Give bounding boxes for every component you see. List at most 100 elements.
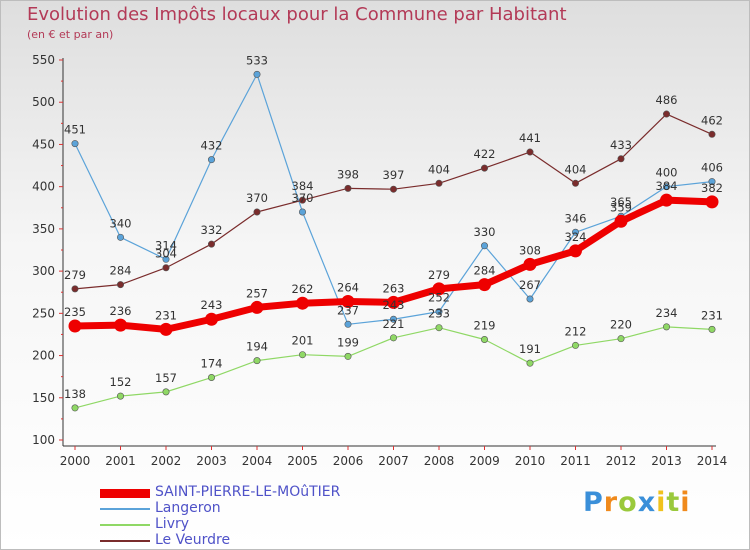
data-point-langeron [389,315,397,323]
data-point-saint-pierre-le-mo-tier [205,312,218,326]
data-point-langeron [162,255,170,263]
data-point-livry [253,357,261,365]
y-tick-label: 300 [32,264,55,278]
data-label-le-veurdre: 486 [656,93,678,107]
data-label-livry: 199 [337,335,359,349]
x-tick-label: 2004 [242,454,273,468]
chart-subtitle: (en € et par an) [27,28,114,41]
x-tick-label: 2005 [287,454,318,468]
data-label-saint-pierre-le-mo-tier: 384 [656,179,678,193]
logo-letter: x [637,487,657,518]
y-tick-label: 200 [32,349,55,363]
data-label-langeron: 267 [519,278,541,292]
data-label-le-veurdre: 397 [383,168,405,182]
data-label-saint-pierre-le-mo-tier: 262 [292,282,314,296]
data-point-langeron [208,156,216,164]
data-label-le-veurdre: 279 [64,268,86,282]
data-label-langeron: 400 [656,166,678,180]
chart-title: Evolution des Impôts locaux pour la Comm… [27,4,567,25]
data-point-langeron [71,140,79,148]
data-label-livry: 201 [292,334,314,348]
logo-letter: i [656,487,667,518]
data-label-langeron: 451 [64,123,86,137]
data-point-saint-pierre-le-mo-tier [523,257,537,271]
x-tick-label: 2011 [560,454,591,468]
data-label-langeron: 252 [428,291,450,305]
data-label-langeron: 330 [474,225,496,239]
data-label-le-veurdre: 462 [701,113,723,127]
data-label-livry: 219 [474,319,496,333]
logo-letter: o [618,487,638,518]
y-tick-label: 250 [32,306,55,320]
data-label-le-veurdre: 284 [110,264,132,278]
data-point-saint-pierre-le-mo-tier [68,319,82,333]
data-label-livry: 191 [519,342,541,356]
logo-letter: P [583,487,604,518]
data-label-le-veurdre: 370 [246,191,268,205]
legend-label: Le Veurdre [155,532,231,548]
y-tick-label: 400 [32,180,55,194]
data-label-livry: 157 [155,371,177,385]
legend-swatch [100,508,150,510]
data-label-saint-pierre-le-mo-tier: 231 [155,308,177,322]
data-point-livry [617,335,625,343]
data-point-le-veurdre [571,179,579,187]
data-point-le-veurdre [208,240,216,248]
x-tick-label: 2010 [515,454,546,468]
data-point-saint-pierre-le-mo-tier [569,244,582,258]
data-point-langeron [298,208,306,216]
x-tick-label: 2002 [151,454,182,468]
data-point-le-veurdre [435,179,443,187]
legend-label: SAINT-PIERRE-LE-MOûTIER [155,484,341,500]
data-point-saint-pierre-le-mo-tier [250,300,264,314]
data-point-langeron [344,320,352,328]
data-label-langeron: 314 [155,238,177,252]
data-point-le-veurdre [253,208,261,216]
y-tick-label: 100 [32,433,55,447]
data-point-langeron [435,308,443,316]
data-point-le-veurdre [117,281,125,289]
data-point-livry [708,325,716,333]
data-point-saint-pierre-le-mo-tier [341,295,355,309]
data-label-livry: 221 [383,317,405,331]
data-label-langeron: 340 [110,216,132,230]
data-point-saint-pierre-le-mo-tier [432,282,446,296]
data-point-le-veurdre [344,184,352,192]
data-label-le-veurdre: 304 [155,247,177,261]
data-label-langeron: 370 [292,191,314,205]
data-point-le-veurdre [298,196,306,204]
data-label-saint-pierre-le-mo-tier: 243 [201,298,223,312]
data-label-le-veurdre: 433 [610,138,632,152]
data-label-livry: 234 [656,306,678,320]
x-tick-label: 2014 [697,454,728,468]
data-point-livry [480,336,488,344]
data-point-le-veurdre [617,155,625,163]
data-point-le-veurdre [162,264,170,272]
x-tick-label: 2001 [105,454,136,468]
data-label-le-veurdre: 384 [292,179,314,193]
data-label-livry: 174 [201,357,223,371]
data-label-saint-pierre-le-mo-tier: 308 [519,243,541,257]
data-label-saint-pierre-le-mo-tier: 236 [110,304,132,318]
data-point-le-veurdre [662,110,670,118]
data-point-livry [344,352,352,360]
data-label-saint-pierre-le-mo-tier: 235 [64,305,86,319]
data-label-le-veurdre: 404 [565,162,587,176]
data-point-saint-pierre-le-mo-tier [478,278,491,292]
x-tick-label: 2012 [606,454,637,468]
data-label-saint-pierre-le-mo-tier: 257 [246,286,268,300]
x-tick-label: 2008 [424,454,455,468]
data-label-livry: 233 [428,307,450,321]
data-point-le-veurdre [526,148,534,156]
data-point-langeron [117,233,125,241]
logo-letter: i [680,487,691,518]
data-point-livry [571,341,579,349]
data-label-langeron: 365 [610,195,632,209]
data-point-saint-pierre-le-mo-tier [296,296,309,310]
data-label-le-veurdre: 404 [428,162,450,176]
data-label-livry: 138 [64,387,86,401]
data-point-saint-pierre-le-mo-tier [387,295,400,309]
data-label-livry: 212 [565,324,587,338]
